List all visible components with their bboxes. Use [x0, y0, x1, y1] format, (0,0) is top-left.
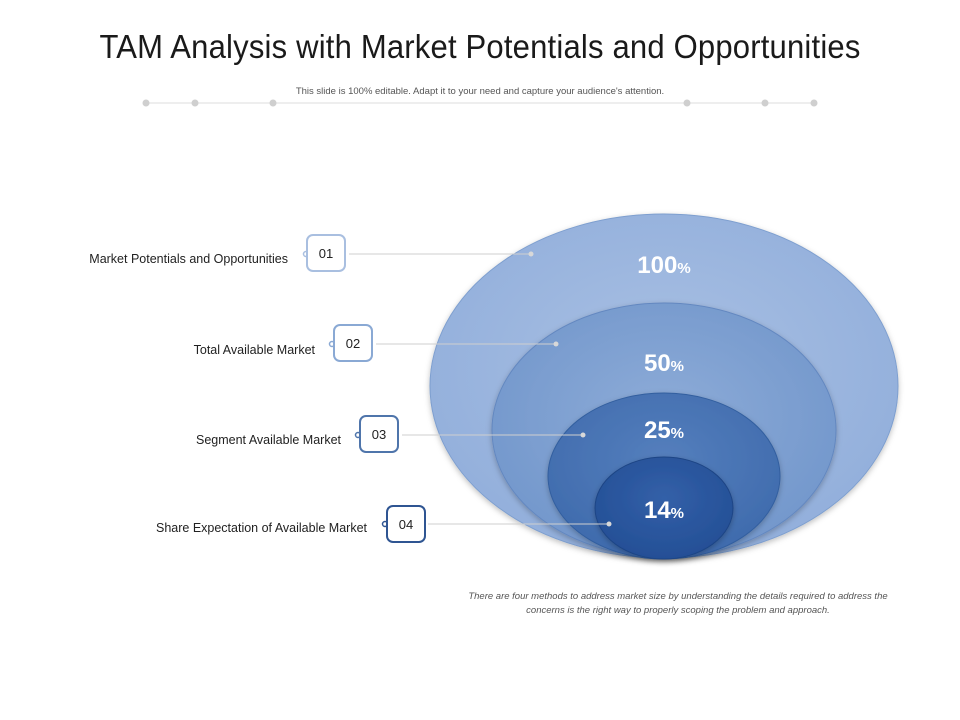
number-box-02: 02 — [333, 324, 373, 362]
connector-dot — [528, 251, 534, 257]
number-01: 01 — [318, 245, 334, 261]
divider-dot — [191, 99, 199, 107]
label-market-potentials: Market Potentials and Opportunities — [89, 252, 288, 266]
percent-level-3: 25% — [644, 417, 684, 444]
connector-dot — [580, 432, 586, 438]
subtitle-divider — [142, 99, 818, 107]
number-02: 02 — [345, 335, 361, 351]
divider-dot — [269, 99, 277, 107]
page-title: TAM Analysis with Market Potentials and … — [99, 28, 861, 65]
percent-level-2: 50% — [644, 350, 684, 377]
page-subtitle: This slide is 100% editable. Adapt it to… — [295, 86, 665, 97]
divider-dot — [142, 99, 150, 107]
number-03: 03 — [371, 426, 387, 442]
divider-dot — [683, 99, 691, 107]
number-box-04: 04 — [386, 505, 426, 543]
connector-dot — [553, 341, 559, 347]
percent-level-4: 14% — [644, 497, 684, 524]
connector-dot — [606, 521, 612, 527]
number-box-01: 01 — [306, 234, 346, 272]
divider-dot — [761, 99, 769, 107]
label-segment-available-market: Segment Available Market — [196, 433, 341, 447]
divider-dot — [810, 99, 818, 107]
label-total-available-market: Total Available Market — [193, 343, 315, 357]
percent-level-1: 100% — [637, 252, 690, 279]
footer-note: There are four methods to address market… — [468, 591, 888, 616]
number-04: 04 — [398, 516, 414, 532]
number-box-03: 03 — [359, 415, 399, 453]
ellipse-level-4 — [594, 456, 734, 560]
label-share-expectation: Share Expectation of Available Market — [155, 521, 367, 535]
connectors — [349, 251, 612, 527]
